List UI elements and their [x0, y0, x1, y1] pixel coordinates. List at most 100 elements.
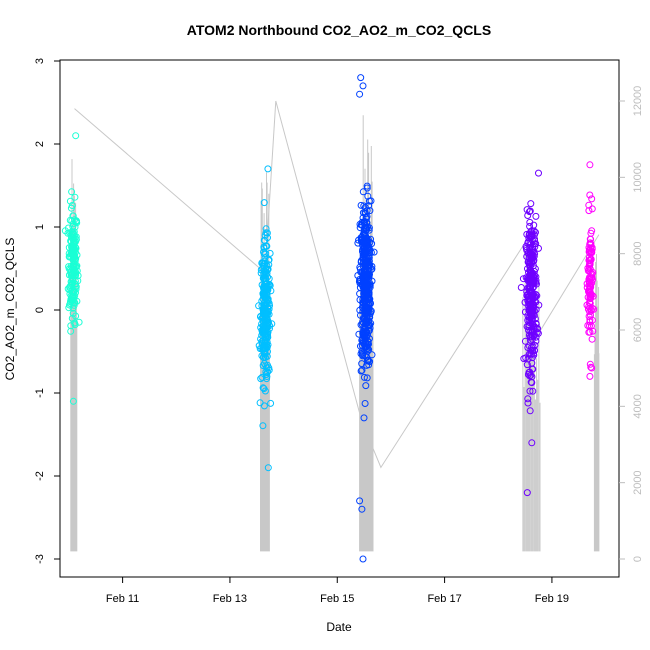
data-point	[588, 248, 595, 256]
data-point	[534, 329, 542, 337]
data-point	[532, 298, 540, 306]
x-tick-label-4: Feb 19	[535, 593, 569, 605]
data-point	[531, 235, 538, 243]
data-point	[363, 312, 371, 320]
data-point	[368, 351, 376, 359]
y2-tick-label-1: 2000	[632, 470, 644, 494]
chart-title: ATOM2 Northbound CO2_AO2_m_CO2_QCLS	[187, 22, 491, 38]
data-point	[364, 258, 372, 266]
data-point	[524, 355, 532, 363]
data-point	[259, 422, 267, 430]
data-point	[521, 298, 529, 306]
data-point	[260, 244, 268, 252]
y-tick-label-2: -1	[34, 388, 46, 398]
data-point	[259, 305, 267, 313]
data-point	[587, 255, 595, 263]
data-point	[72, 132, 80, 140]
data-point	[264, 304, 272, 312]
data-point	[258, 373, 266, 381]
data-point	[356, 497, 364, 505]
data-point	[526, 270, 534, 278]
data-point	[529, 347, 537, 354]
x-tick-label-3: Feb 17	[427, 593, 461, 605]
data-point	[359, 188, 367, 196]
data-point	[361, 314, 369, 322]
data-point	[535, 169, 542, 177]
data-point	[525, 282, 533, 290]
data-point	[586, 161, 594, 169]
data-point	[267, 399, 275, 407]
data-point	[530, 351, 538, 359]
data-point	[65, 304, 73, 312]
data-point	[522, 243, 530, 250]
data-point	[365, 224, 373, 232]
data-point	[263, 316, 271, 323]
data-point	[67, 204, 75, 212]
data-point	[365, 254, 373, 262]
data-point	[259, 353, 267, 361]
data-point	[361, 236, 369, 243]
secondary-line-layer	[70, 100, 600, 552]
data-point	[525, 350, 533, 358]
data-point	[524, 371, 532, 378]
data-point	[532, 337, 540, 345]
data-point	[356, 220, 364, 228]
data-point	[360, 237, 368, 245]
data-point	[584, 267, 592, 275]
data-point	[523, 489, 531, 497]
data-point	[527, 378, 535, 386]
data-point	[262, 229, 270, 237]
data-point	[365, 261, 373, 269]
data-point	[259, 336, 267, 344]
data-point	[586, 257, 594, 264]
data-point	[526, 275, 534, 283]
data-point	[532, 212, 540, 220]
data-point	[588, 335, 596, 343]
data-point	[359, 214, 367, 222]
data-point	[358, 360, 366, 368]
data-point	[264, 464, 272, 472]
data-point	[526, 387, 534, 395]
data-point	[69, 279, 77, 287]
series-0	[61, 132, 83, 405]
data-point	[531, 272, 539, 279]
data-point	[526, 207, 534, 215]
data-point	[70, 262, 78, 270]
data-point	[526, 218, 534, 226]
y2-tick-label-3: 6000	[632, 318, 644, 342]
data-point	[362, 299, 370, 307]
data-point	[517, 284, 525, 291]
y2-tick-label-6: 12000	[632, 86, 644, 117]
data-point	[260, 248, 267, 256]
data-point	[69, 277, 77, 285]
data-point	[523, 246, 531, 254]
data-point	[526, 333, 534, 341]
data-point	[67, 327, 75, 335]
data-point	[364, 192, 372, 200]
data-point	[357, 350, 365, 358]
data-point	[529, 321, 537, 329]
data-point	[360, 373, 368, 381]
data-point	[356, 224, 364, 232]
data-point	[258, 345, 266, 353]
y-axis-label: CO2_AO2_m_CO2_QCLS	[3, 238, 17, 381]
data-point	[69, 266, 77, 274]
data-point	[356, 263, 364, 271]
data-point	[69, 397, 77, 405]
data-point	[359, 82, 367, 90]
data-point	[586, 239, 594, 247]
data-point	[528, 439, 536, 447]
data-point	[586, 294, 594, 302]
data-point	[260, 267, 268, 275]
x-tick-label-1: Feb 13	[213, 593, 247, 605]
data-point	[359, 555, 367, 563]
data-point	[361, 295, 368, 303]
data-point	[260, 199, 268, 207]
data-point	[66, 290, 74, 298]
data-point	[365, 357, 372, 365]
data-point	[586, 298, 593, 306]
data-point	[524, 395, 532, 403]
data-point	[356, 276, 364, 283]
data-point	[529, 247, 537, 255]
